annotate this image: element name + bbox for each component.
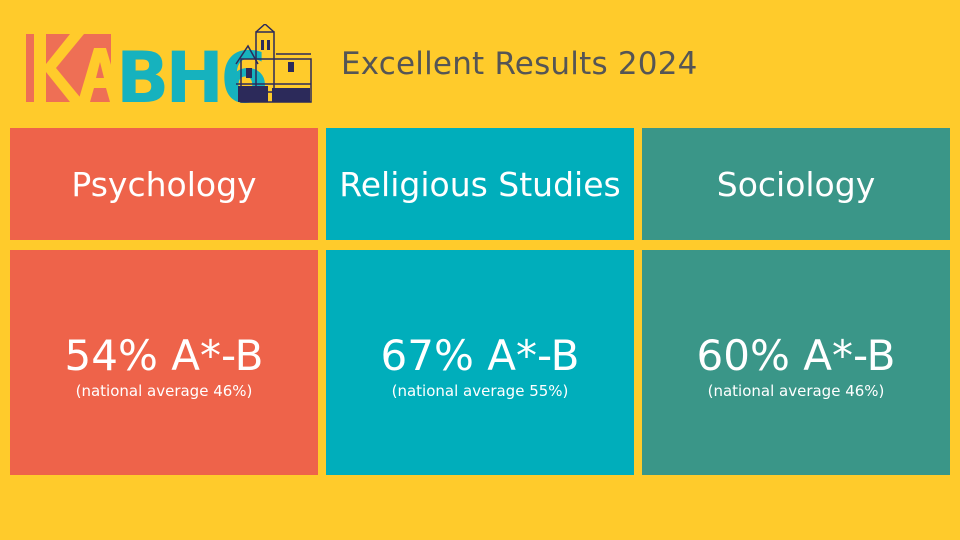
result-value: 60% A*-B [696, 331, 896, 381]
national-average-note: (national average 55%) [391, 381, 569, 400]
subject-header-religious-studies: Religious Studies [326, 128, 634, 240]
result-panel-psychology: 54% A*-B (national average 46%) [10, 250, 318, 475]
result-panel-sociology: 60% A*-B (national average 46%) [642, 250, 950, 475]
result-value: 67% A*-B [380, 331, 580, 381]
subject-header-sociology: Sociology [642, 128, 950, 240]
kabh6-logo: BH6 [26, 24, 312, 104]
national-average-note: (national average 46%) [707, 381, 885, 400]
subject-header-psychology: Psychology [10, 128, 318, 240]
national-average-note: (national average 46%) [75, 381, 253, 400]
result-value: 54% A*-B [64, 331, 264, 381]
page-title: Excellent Results 2024 [341, 46, 698, 82]
result-panel-religious-studies: 67% A*-B (national average 55%) [326, 250, 634, 475]
